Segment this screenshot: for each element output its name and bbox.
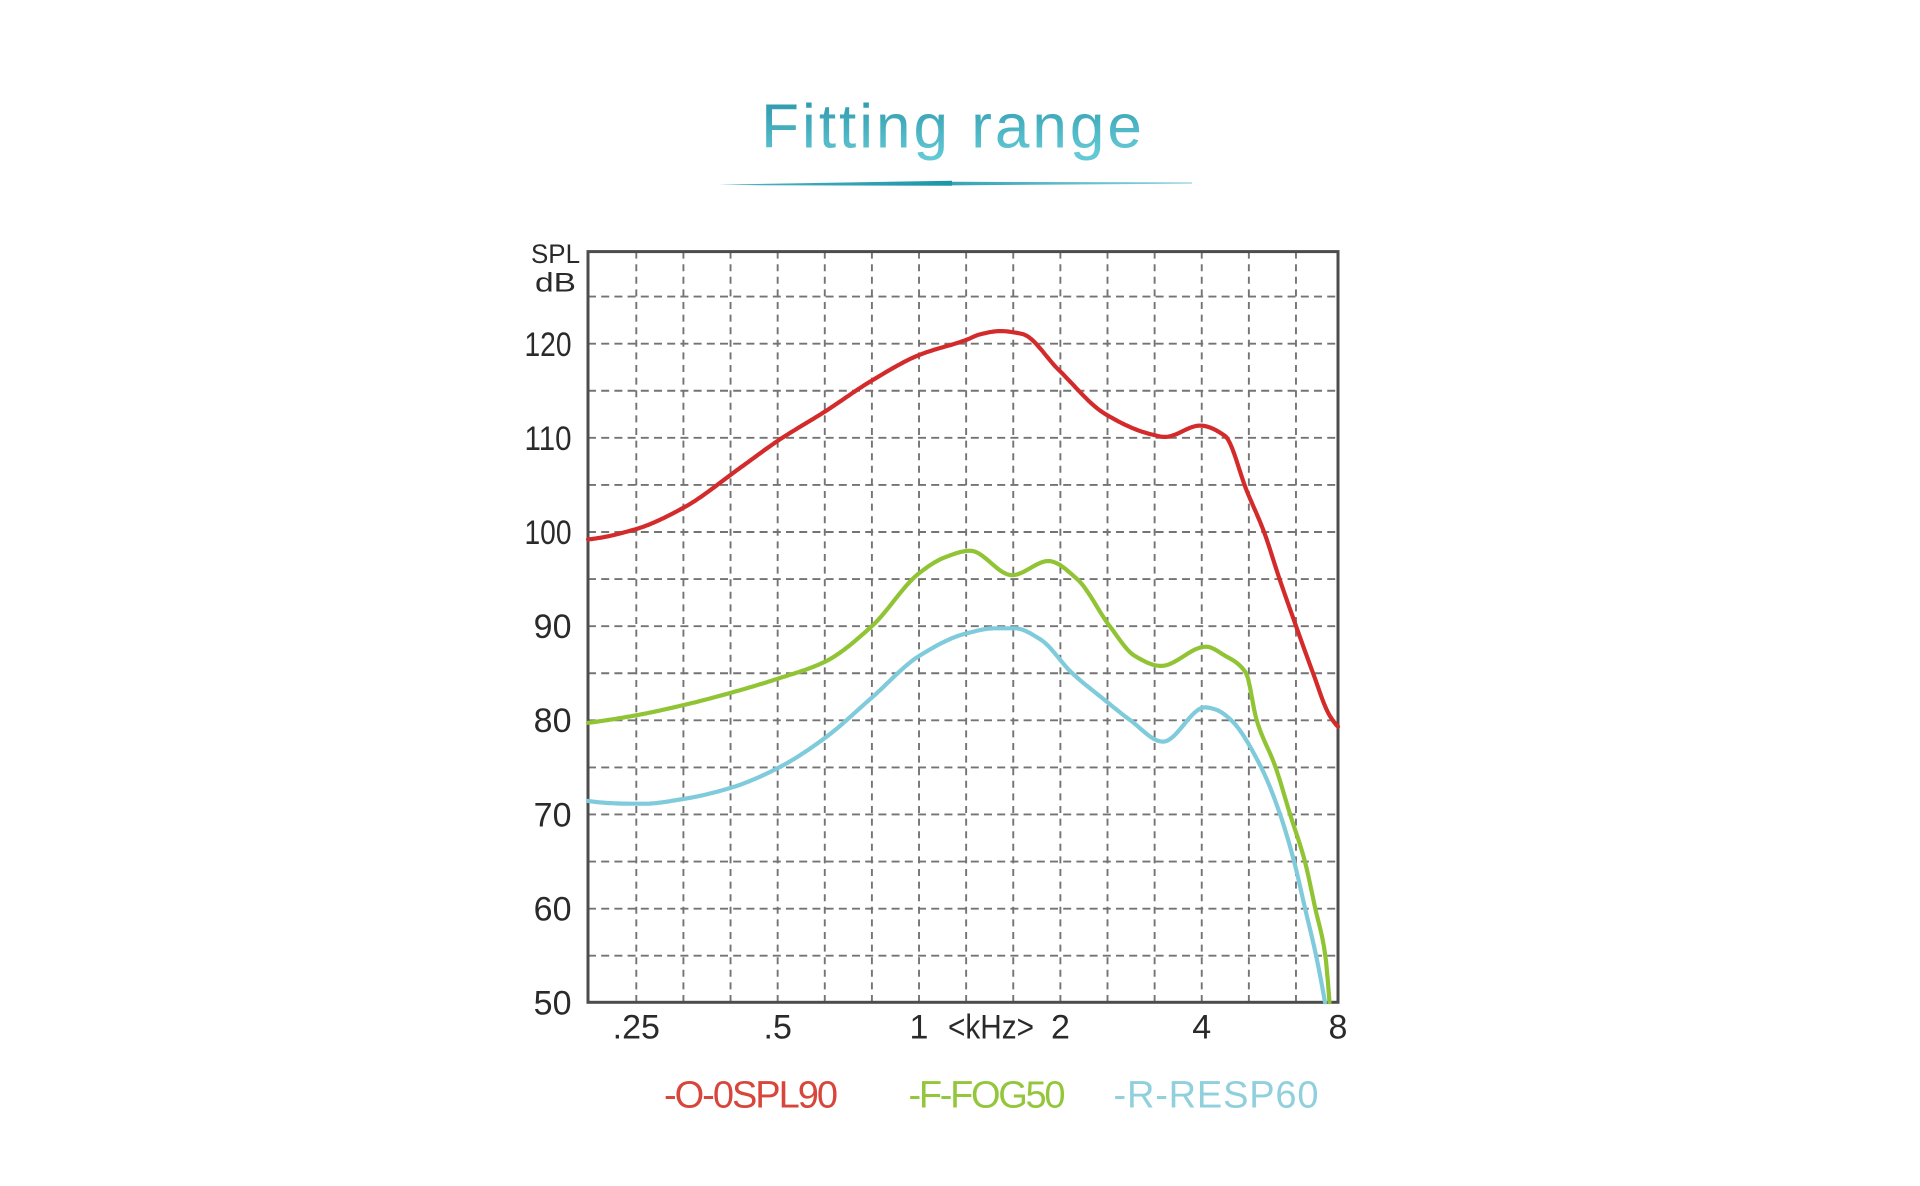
svg-text:.25: .25 [613, 1009, 660, 1047]
svg-text:110: 110 [525, 420, 572, 458]
svg-text:-R-RESP60: -R-RESP60 [1114, 1075, 1319, 1117]
svg-text:50: 50 [534, 984, 572, 1022]
svg-text:dB: dB [535, 268, 576, 298]
svg-text:.5: .5 [764, 1009, 792, 1047]
svg-text:80: 80 [534, 702, 572, 740]
svg-text:8: 8 [1329, 1009, 1348, 1047]
svg-text:<kHz>: <kHz> [948, 1009, 1034, 1047]
svg-text:1: 1 [910, 1009, 929, 1047]
svg-text:60: 60 [534, 890, 572, 928]
svg-text:2: 2 [1051, 1009, 1070, 1047]
svg-text:-F-FOG50: -F-FOG50 [909, 1075, 1066, 1117]
svg-text:SPL: SPL [531, 239, 580, 269]
svg-text:100: 100 [525, 514, 572, 552]
svg-text:70: 70 [534, 796, 572, 834]
svg-text:Fitting range: Fitting range [761, 93, 1145, 162]
svg-text:4: 4 [1192, 1009, 1211, 1047]
svg-text:90: 90 [534, 608, 572, 646]
svg-text:120: 120 [525, 326, 572, 364]
svg-text:-O-0SPL90: -O-0SPL90 [664, 1075, 838, 1117]
